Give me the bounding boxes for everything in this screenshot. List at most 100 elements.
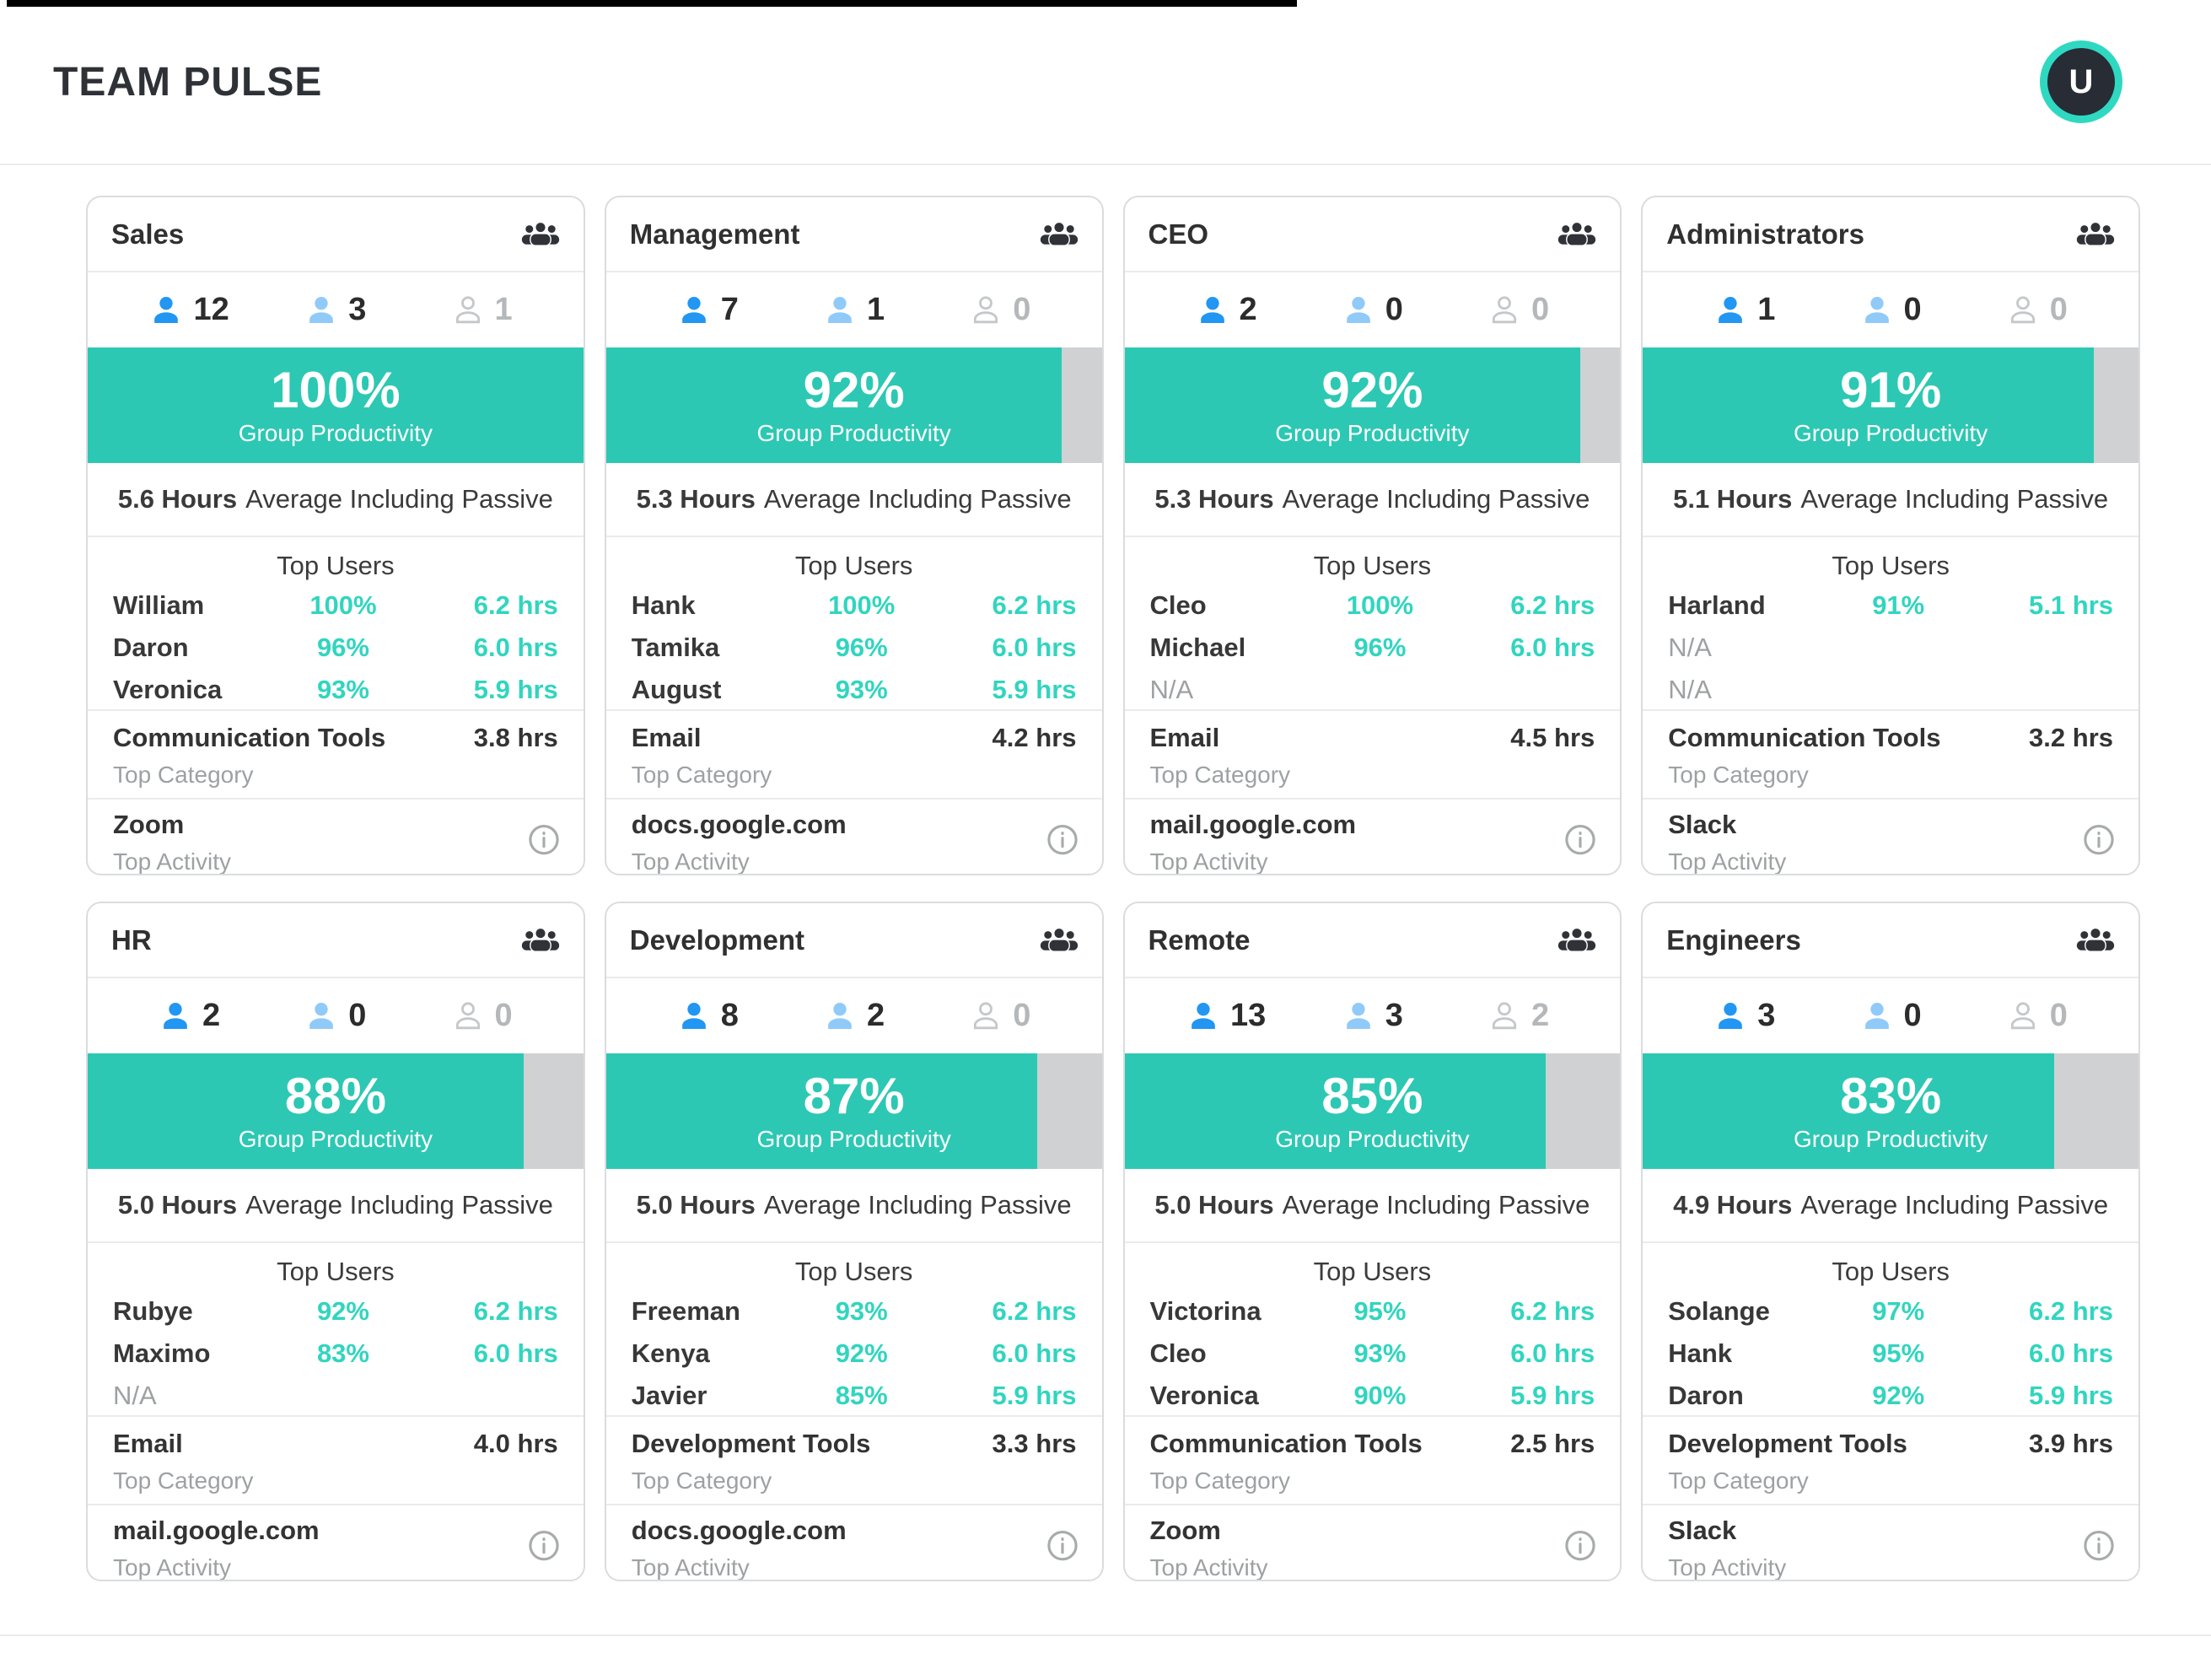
active-users-count: 8 xyxy=(635,998,781,1034)
user-hours: 6.0 hrs xyxy=(1510,633,1595,662)
average-hours: 5.0 Hours Average Including Passive xyxy=(1124,1169,1621,1243)
user-name: Rubye xyxy=(113,1296,193,1326)
top-user-row: Veronica 93% 5.9 hrs xyxy=(88,669,584,711)
user-hours: 6.2 hrs xyxy=(992,590,1077,620)
user-productivity: 93% xyxy=(835,675,888,704)
top-category-hours: 2.5 hrs xyxy=(1510,1429,1595,1458)
user-hours: 6.0 hrs xyxy=(473,1338,558,1368)
person-icon-idle xyxy=(1864,296,1889,323)
person-icon-idle xyxy=(1346,296,1370,323)
top-user-row: Harland 91% 5.1 hrs xyxy=(1643,584,2138,627)
group-icon[interactable] xyxy=(1038,925,1080,956)
user-name: Veronica xyxy=(113,675,223,704)
user-avatar[interactable]: U xyxy=(2040,40,2122,123)
group-icon[interactable] xyxy=(1038,219,1080,250)
card-header: Development xyxy=(605,903,1102,978)
productivity-bar-fill xyxy=(1643,1053,2055,1169)
info-icon[interactable] xyxy=(1563,1528,1598,1564)
group-icon[interactable] xyxy=(519,925,562,956)
average-hours: 5.6 Hours Average Including Passive xyxy=(88,463,584,537)
user-name: August xyxy=(631,675,722,704)
average-hours-value: 5.6 Hours xyxy=(117,484,238,514)
top-activity-section: Slack Top Activity xyxy=(1643,1505,2138,1580)
offline-users-count: 0 xyxy=(1445,292,1591,328)
user-name: N/A xyxy=(113,1381,157,1410)
info-icon[interactable] xyxy=(2081,1528,2117,1564)
productivity-percent: 88% xyxy=(284,1068,386,1124)
user-counts-row: 2 0 0 xyxy=(88,978,584,1053)
average-hours-value: 5.3 Hours xyxy=(636,484,756,514)
top-users-section: Top Users Harland 91% 5.1 hrs N/A N/A xyxy=(1643,537,2138,711)
top-category-hours: 4.5 hrs xyxy=(1510,723,1595,752)
productivity-percent: 92% xyxy=(1321,362,1423,418)
user-counts-row: 12 3 1 xyxy=(88,272,584,347)
top-category-label: Top Category xyxy=(1149,762,1291,788)
team-card: Development 8 2 xyxy=(604,902,1104,1581)
top-users-section: Top Users Solange 97% 6.2 hrs Hank 95% 6… xyxy=(1643,1243,2138,1417)
avatar-initial: U xyxy=(2047,48,2115,116)
top-users-heading: Top Users xyxy=(277,551,395,580)
top-category-name: Development Tools xyxy=(631,1429,871,1458)
info-icon[interactable] xyxy=(2081,822,2117,858)
person-icon-active xyxy=(154,296,179,323)
productivity-percent: 92% xyxy=(803,362,905,418)
productivity-bar-fill xyxy=(1643,347,2095,463)
top-user-row: N/A xyxy=(1643,669,2138,711)
top-category-section: Communication Tools 3.2 hrs Top Category xyxy=(1643,711,2138,800)
user-counts-row: 2 0 0 xyxy=(1125,272,1621,347)
person-icon-active xyxy=(164,1002,187,1029)
top-category-label: Top Category xyxy=(1149,1467,1291,1494)
user-name: Victorina xyxy=(1149,1296,1262,1326)
group-icon[interactable] xyxy=(1556,925,1598,956)
user-name: N/A xyxy=(1668,675,1712,704)
user-hours: 5.9 hrs xyxy=(2029,1381,2113,1410)
top-users-section: Top Users Freeman 93% 6.2 hrs Kenya 92% … xyxy=(605,1243,1102,1417)
team-card: HR 2 0 xyxy=(86,902,585,1581)
team-name: CEO xyxy=(1148,218,1209,250)
top-users-section: Top Users Victorina 95% 6.2 hrs Cleo 93%… xyxy=(1124,1243,1621,1417)
user-counts-row: 8 2 0 xyxy=(606,978,1102,1053)
group-icon[interactable] xyxy=(2074,219,2117,250)
team-name: Sales xyxy=(111,218,185,250)
user-name: N/A xyxy=(1149,675,1194,704)
productivity-bar: 83% Group Productivity xyxy=(1643,1053,2138,1169)
info-icon[interactable] xyxy=(526,822,562,858)
top-user-row: Cleo 93% 6.0 hrs xyxy=(1125,1333,1621,1375)
average-hours-value: 5.0 Hours xyxy=(1154,1190,1274,1220)
top-category-hours: 4.0 hrs xyxy=(473,1429,558,1458)
top-category-label: Top Category xyxy=(113,762,254,788)
top-users-heading: Top Users xyxy=(1313,1257,1432,1286)
idle-users-count: 3 xyxy=(262,292,408,328)
group-icon[interactable] xyxy=(1556,219,1598,250)
top-users-section: Top Users William 100% 6.2 hrs Daron 96%… xyxy=(88,537,584,711)
offline-users-count: 2 xyxy=(1445,998,1591,1034)
top-users-section: Top Users Hank 100% 6.2 hrs Tamika 96% 6… xyxy=(605,537,1102,711)
person-icon-offline xyxy=(455,295,480,323)
productivity-label: Group Productivity xyxy=(1275,420,1470,446)
user-productivity: 83% xyxy=(316,1338,369,1368)
productivity-percent: 83% xyxy=(1840,1068,1942,1124)
top-category-label: Top Category xyxy=(1668,762,1809,788)
active-users-count: 1 xyxy=(1671,292,1817,328)
user-hours: 6.2 hrs xyxy=(992,1296,1077,1326)
user-name: Daron xyxy=(113,633,189,662)
group-icon[interactable] xyxy=(2074,925,2117,956)
average-hours-suffix: Average Including Passive xyxy=(1282,484,1590,514)
user-hours: 6.0 hrs xyxy=(2029,1338,2113,1368)
info-icon[interactable] xyxy=(1563,822,1598,858)
productivity-percent: 100% xyxy=(271,362,401,418)
team-name: Administrators xyxy=(1666,218,1864,250)
top-user-row: Michael 96% 6.0 hrs xyxy=(1125,627,1621,669)
info-icon[interactable] xyxy=(526,1528,562,1564)
idle-users-count: 0 xyxy=(262,998,408,1034)
average-hours-suffix: Average Including Passive xyxy=(763,1190,1072,1220)
user-hours: 5.1 hrs xyxy=(2029,590,2113,620)
top-user-row: Hank 95% 6.0 hrs xyxy=(1643,1333,2138,1375)
info-icon[interactable] xyxy=(1045,822,1080,858)
info-icon[interactable] xyxy=(1045,1528,1080,1564)
average-hours-value: 4.9 Hours xyxy=(1673,1190,1793,1220)
group-icon[interactable] xyxy=(519,219,562,250)
user-productivity: 100% xyxy=(1346,590,1414,620)
productivity-label: Group Productivity xyxy=(1793,1126,1988,1152)
top-activity-label: Top Activity xyxy=(631,1554,750,1580)
